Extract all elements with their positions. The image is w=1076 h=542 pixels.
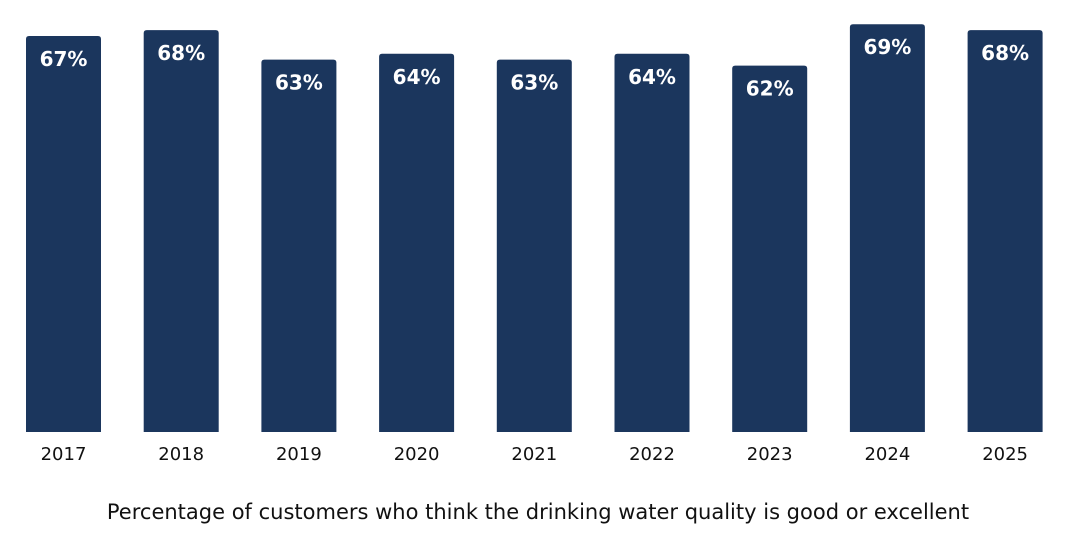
bar-chart: 67% 2017 68% 2018 63% 2019 64% 2020 63% 2021 64% 20… — [26, 24, 1043, 465]
x-tick-label: 2022 — [629, 444, 675, 465]
bar-2021 — [496, 59, 572, 433]
data-label: 63% — [275, 71, 323, 95]
data-label: 64% — [628, 65, 676, 89]
data-label: 64% — [393, 65, 441, 89]
data-label: 62% — [746, 77, 794, 101]
x-tick-label: 2021 — [511, 444, 557, 465]
data-label: 68% — [981, 41, 1029, 65]
x-tick-label: 2020 — [394, 444, 440, 465]
bar-2022 — [614, 53, 690, 432]
x-axis-label: Percentage of customers who think the dr… — [106, 500, 970, 524]
bar-2019 — [261, 59, 337, 433]
x-tick-label: 2023 — [747, 444, 793, 465]
x-tick-label: 2018 — [158, 444, 204, 465]
bar-2018 — [143, 30, 219, 433]
data-label: 67% — [40, 47, 88, 71]
data-label: 68% — [157, 41, 205, 65]
data-label: 69% — [863, 35, 911, 59]
bar-2020 — [379, 53, 455, 432]
x-tick-label: 2024 — [864, 444, 910, 465]
x-tick-label: 2017 — [41, 444, 87, 465]
x-tick-label: 2019 — [276, 444, 322, 465]
x-tick-label: 2025 — [982, 444, 1028, 465]
data-label: 63% — [510, 71, 558, 95]
bar-2017 — [26, 36, 101, 432]
bar-2025 — [967, 30, 1043, 433]
bar-2023 — [732, 65, 808, 432]
bar-2024 — [849, 24, 925, 433]
